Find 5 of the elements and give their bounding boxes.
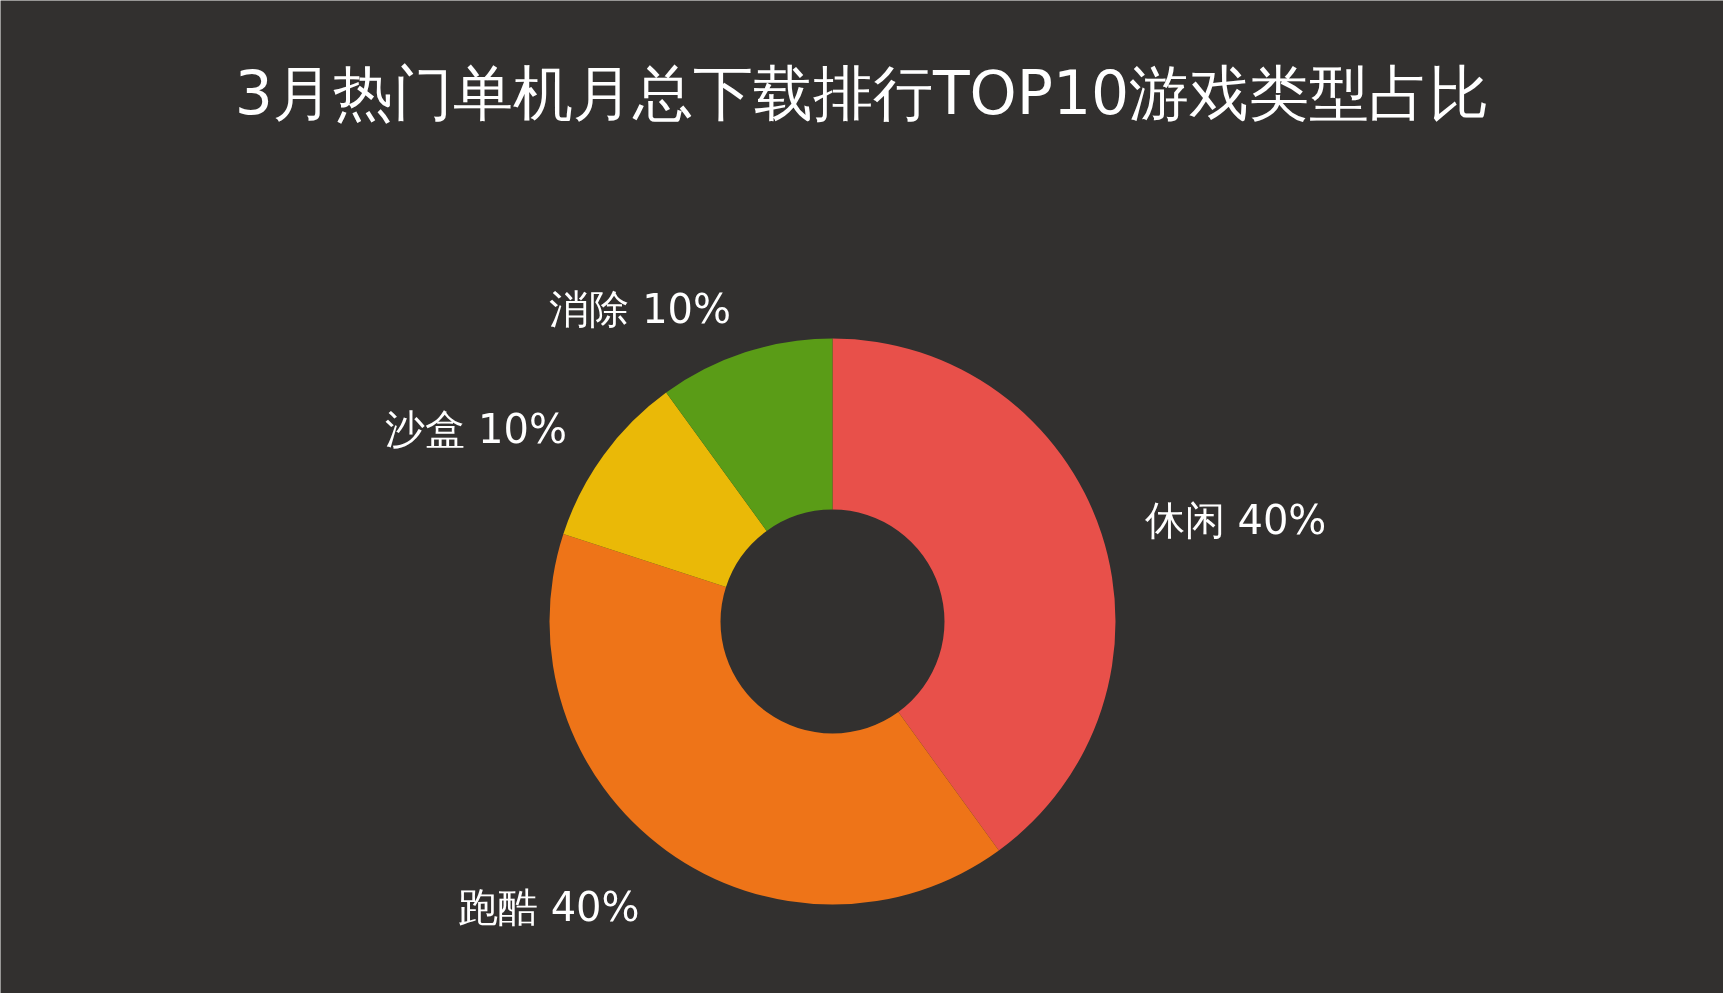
chart-title: 3月热门单机月总下载排行TOP10游戏类型占比 — [234, 57, 1490, 128]
slice-label: 休闲 40% — [1144, 497, 1327, 544]
slice-label: 沙盒 10% — [385, 405, 567, 452]
slice-label: 跑酷 40% — [457, 884, 640, 931]
slice-label: 消除 10% — [549, 286, 732, 333]
